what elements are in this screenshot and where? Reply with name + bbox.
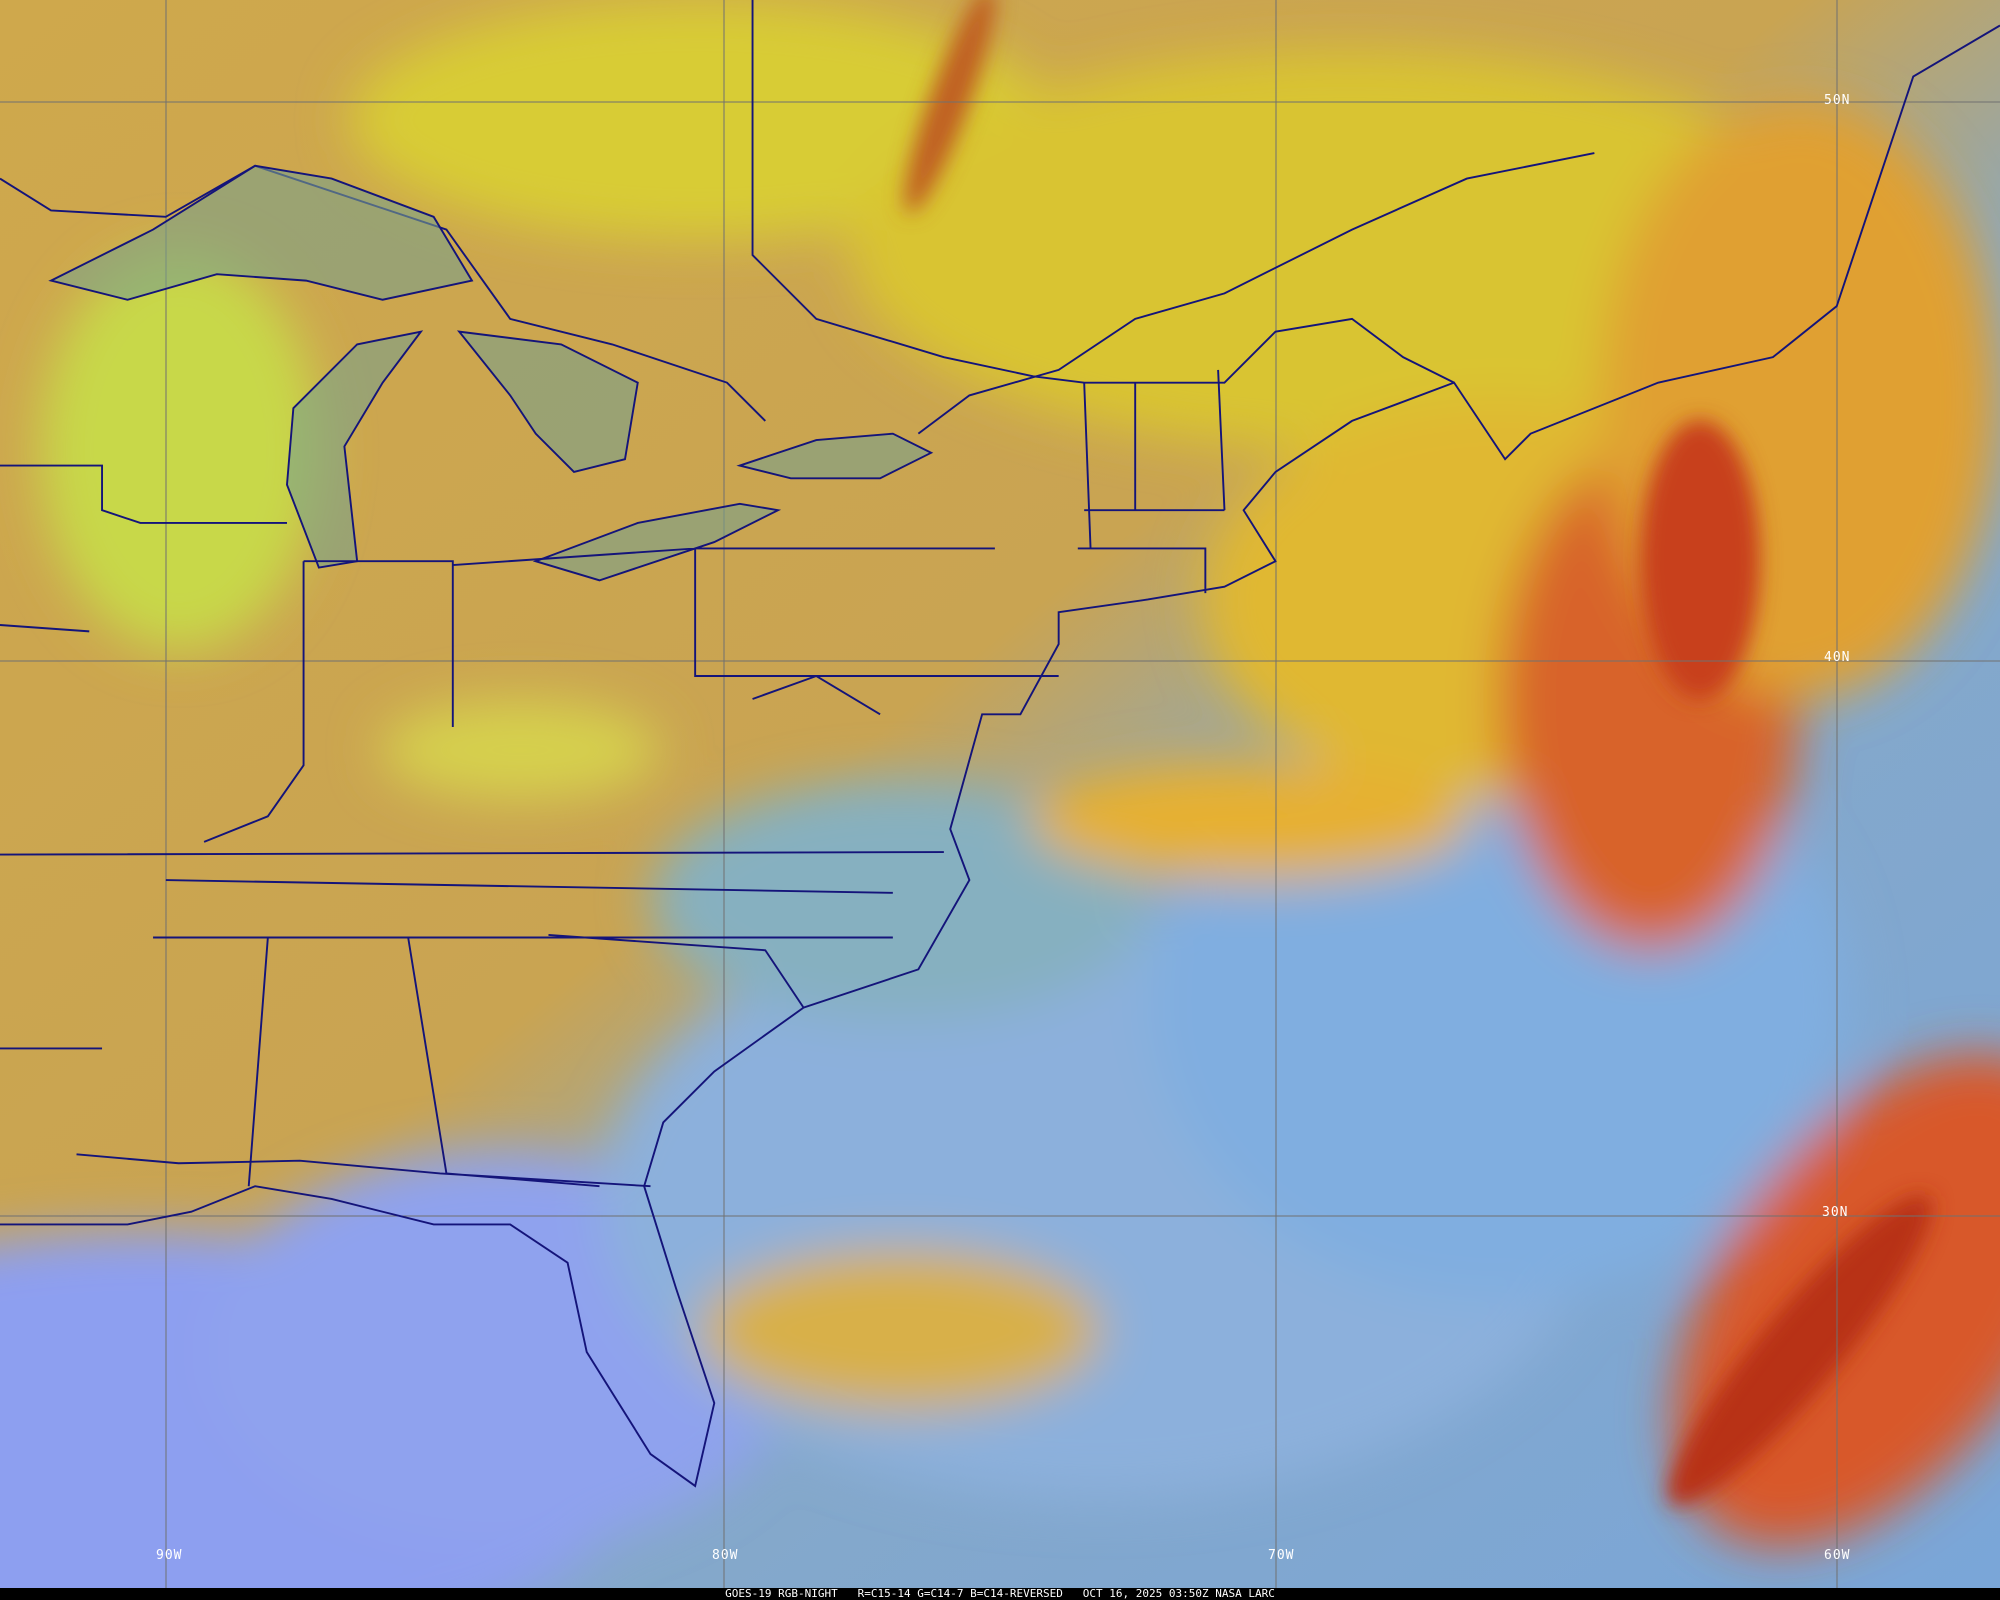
caption-product: GOES-19 RGB-NIGHT	[725, 1587, 838, 1600]
longitude-label-70w: 70W	[1268, 1548, 1295, 1563]
caption-credit: NASA LARC	[1215, 1587, 1275, 1600]
longitude-label-90w: 90W	[156, 1548, 183, 1563]
political-boundaries	[0, 0, 2000, 1488]
lake-ontario	[736, 432, 934, 480]
image-caption-bar: GOES-19 RGB-NIGHT R=C15-14 G=C14-7 B=C14…	[0, 1588, 2000, 1600]
state-borders	[0, 369, 1226, 1188]
caption-datetime: OCT 16, 2025 03:50Z	[1082, 1587, 1209, 1600]
latitude-label-30n: 30N	[1822, 1205, 1849, 1220]
high-cloud-cores	[904, 0, 1933, 1506]
lake-huron	[456, 330, 639, 473]
lake-michigan	[286, 330, 424, 569]
latitude-label-50n: 50N	[1824, 93, 1851, 108]
lake-erie	[532, 502, 782, 582]
longitude-label-80w: 80W	[712, 1548, 739, 1563]
st-lawrence-coast	[917, 152, 1595, 435]
latitude-label-40n: 40N	[1824, 650, 1851, 665]
lake-superior	[48, 164, 474, 301]
longitude-label-60w: 60W	[1824, 1548, 1851, 1563]
caption-channels: R=C15-14 G=C14-7 B=C14-REVERSED	[857, 1587, 1063, 1600]
east-coastline	[0, 24, 2000, 1488]
